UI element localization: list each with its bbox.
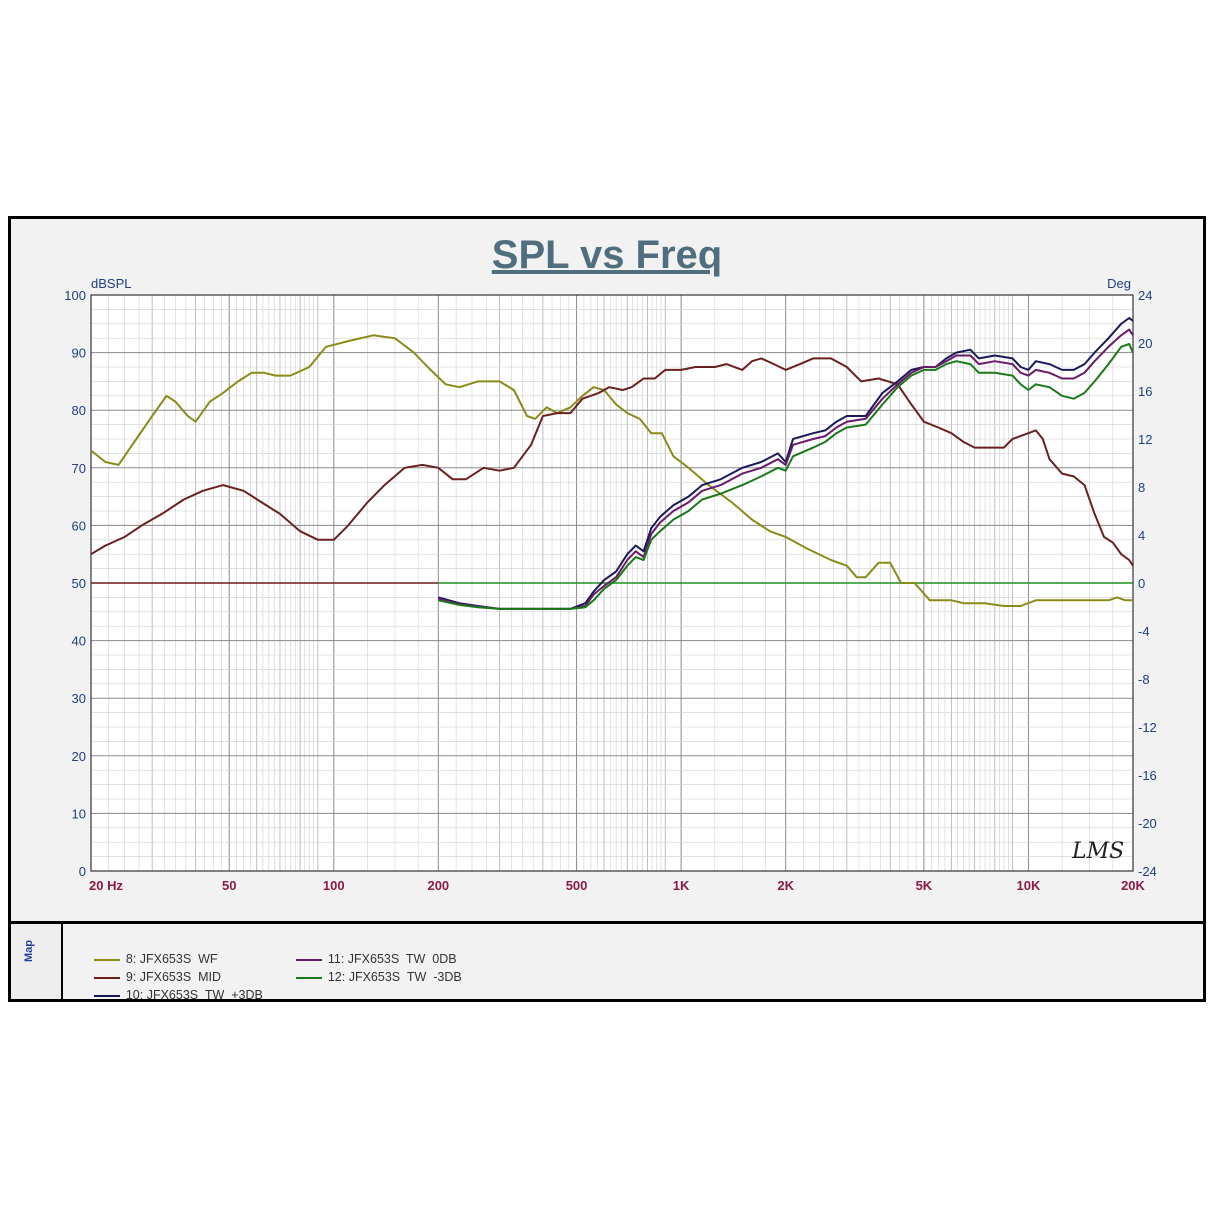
legend-label: 11: JFX653S TW 0DB <box>327 952 457 966</box>
legend-panel: Map 8: JFX653S WF 9: JFX653S MID 10: JFX… <box>11 924 1203 1002</box>
legend-swatch <box>93 976 120 979</box>
x-tick-label: 2K <box>777 878 794 893</box>
map-tab-label: Map <box>23 940 35 962</box>
y-tick-label-left: 80 <box>72 403 86 418</box>
y-tick-label-left: 50 <box>72 576 86 591</box>
y-tick-label-right: -16 <box>1138 768 1157 783</box>
legend-label: 10: JFX653S TW +3DB <box>125 988 263 1002</box>
y-tick-label-left: 30 <box>72 691 86 706</box>
x-tick-label: 200 <box>427 878 449 893</box>
map-tab[interactable]: Map <box>11 924 63 999</box>
series-line-tw-plus3db <box>438 317 1134 610</box>
legend-label: 8: JFX653S WF <box>125 952 218 966</box>
x-tick-label: 500 <box>566 878 588 893</box>
y-tick-label-right: 24 <box>1138 288 1152 303</box>
y-tick-label-right: -4 <box>1138 624 1150 639</box>
x-tick-label: 10K <box>1017 878 1041 893</box>
y-tick-label-left: 10 <box>72 806 86 821</box>
y-tick-label-left: 100 <box>64 288 86 303</box>
x-tick-label: 20K <box>1121 878 1145 893</box>
legend-label: 12: JFX653S TW -3DB <box>327 970 462 984</box>
legend-swatch <box>295 976 322 979</box>
legend-swatch <box>93 958 120 961</box>
series-line-tw-0db <box>438 328 1134 610</box>
y-tick-label-right: 20 <box>1138 336 1152 351</box>
x-tick-label: 1K <box>673 878 690 893</box>
lms-watermark: LMS <box>1071 839 1124 864</box>
y-tick-label-right: -24 <box>1138 864 1157 879</box>
x-tick-label: 20 Hz <box>89 878 123 893</box>
y-axis-label-left: dBSPL <box>91 276 131 291</box>
y-tick-label-left: 60 <box>72 518 86 533</box>
y-tick-label-right: 12 <box>1138 432 1152 447</box>
plot-panel: SPL vs Freq 0 10 20 30 40 50 60 70 80 90 100 -24 -20… <box>11 219 1203 924</box>
legend-label: 9: JFX653S MID <box>125 970 222 984</box>
legend-item-tw-minus3: 12: JFX653S TW -3DB <box>275 956 462 998</box>
legend-item-tw-plus3: 10: JFX653S TW +3DB <box>73 974 263 1016</box>
chart-svg: 0 10 20 30 40 50 60 70 80 90 100 -24 -20 -16 -12 -8 -4 0 4… <box>64 276 1157 893</box>
y-axis-label-right: Deg <box>1107 276 1131 291</box>
series-line-tw-minus3db <box>438 343 1134 610</box>
x-tick-label: 5K <box>916 878 933 893</box>
y-tick-label-left: 90 <box>72 346 86 361</box>
chart-title: SPL vs Freq <box>491 233 723 277</box>
y-tick-label-right: 8 <box>1138 480 1145 495</box>
y-tick-label-left: 0 <box>79 864 86 879</box>
y-tick-label-left: 70 <box>72 461 86 476</box>
x-tick-label: 50 <box>222 878 236 893</box>
legend-item-mid: 9: JFX653S MID <box>73 956 221 998</box>
chart-window: SPL vs Freq 0 10 20 30 40 50 60 70 80 90 100 -24 -20… <box>8 216 1206 1002</box>
y-tick-label-left: 40 <box>72 634 86 649</box>
y-tick-label-right: -12 <box>1138 720 1157 735</box>
series-line-mid <box>90 357 1134 567</box>
y-tick-label-right: 16 <box>1138 384 1152 399</box>
legend-item-tw-0: 11: JFX653S TW 0DB <box>275 938 457 980</box>
y-tick-label-right: 4 <box>1138 528 1145 543</box>
legend-item-wf: 8: JFX653S WF <box>73 938 218 980</box>
y-tick-label-right: -8 <box>1138 672 1150 687</box>
legend-swatch <box>295 958 322 961</box>
x-tick-label: 100 <box>323 878 345 893</box>
y-tick-label-right: 0 <box>1138 576 1145 591</box>
legend-swatch <box>93 994 120 997</box>
y-tick-label-left: 20 <box>72 749 86 764</box>
series-line-wf <box>90 334 1133 607</box>
y-tick-label-right: -20 <box>1138 816 1157 831</box>
